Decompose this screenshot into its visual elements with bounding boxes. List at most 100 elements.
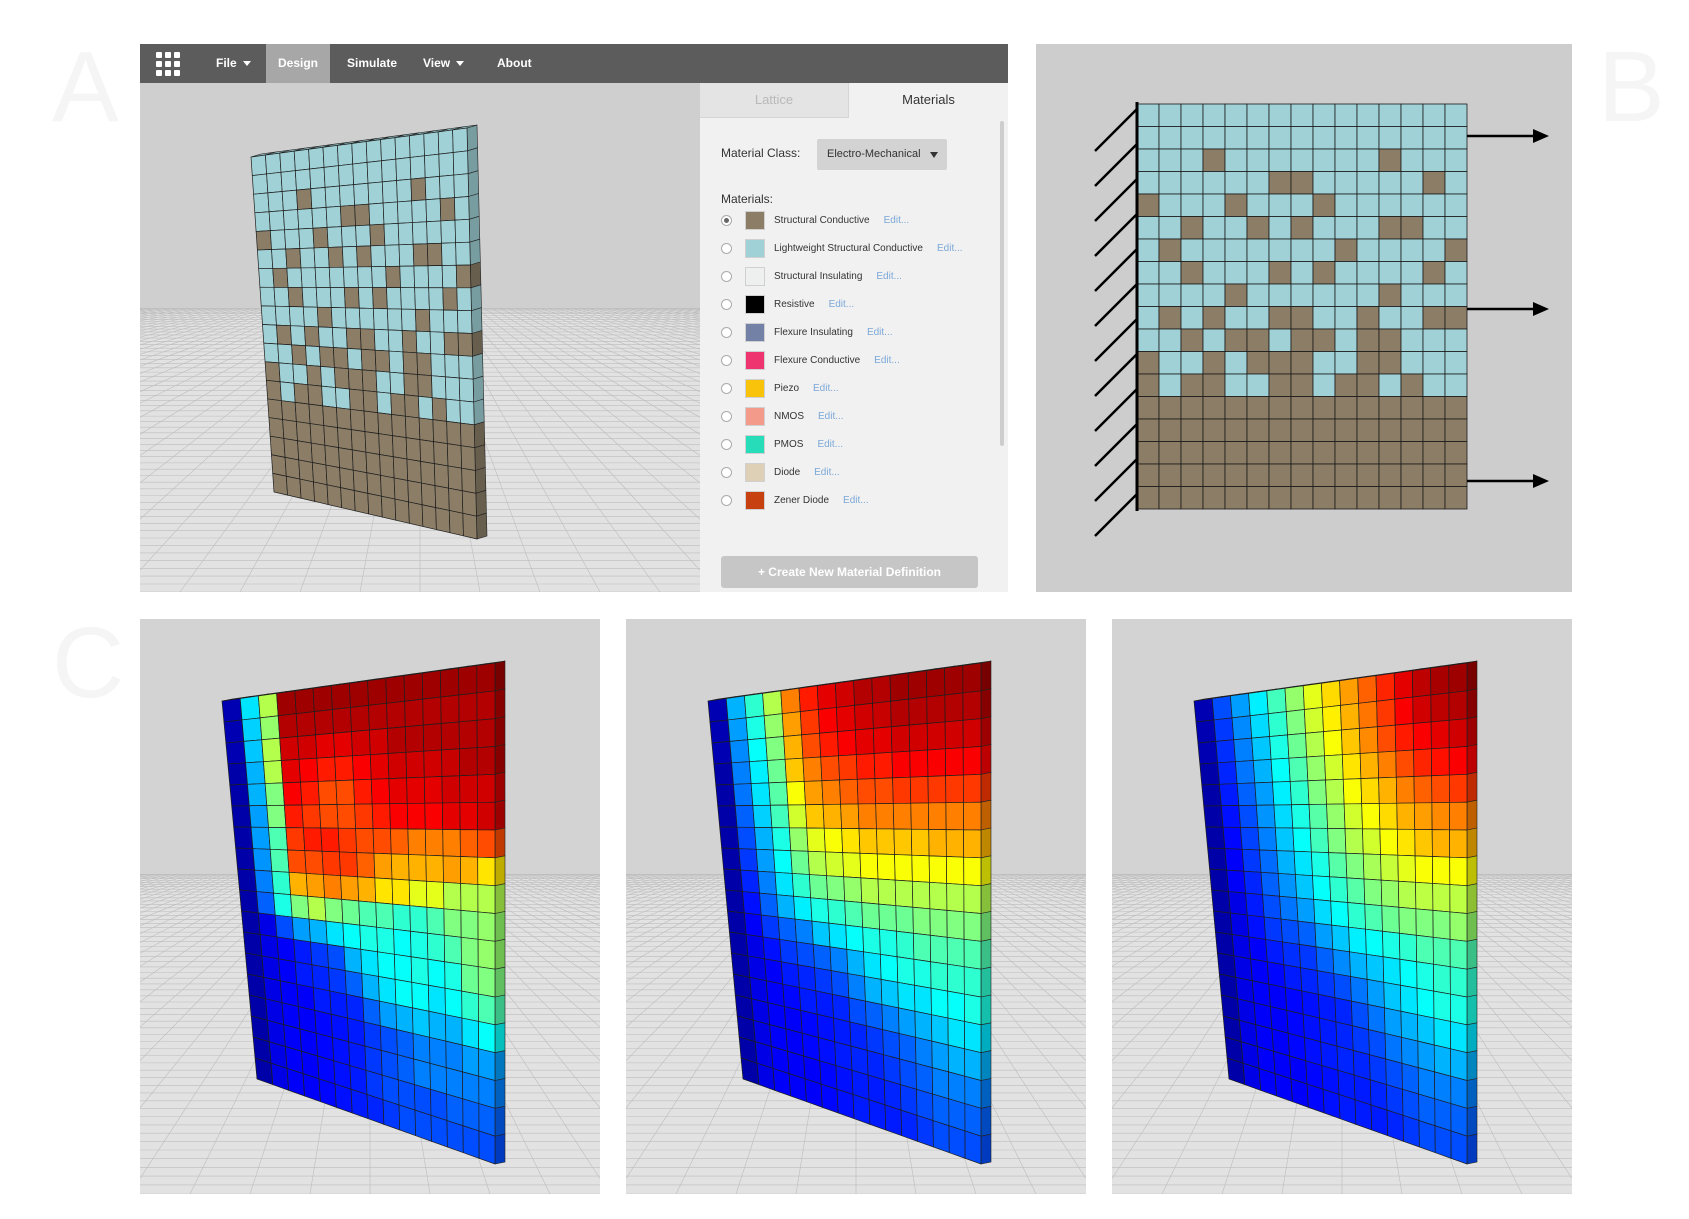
lattice-cell	[1307, 779, 1327, 805]
material-swatch[interactable]	[745, 239, 765, 258]
material-radio[interactable]	[721, 243, 732, 254]
lattice-cell	[427, 265, 444, 289]
menu-simulate[interactable]: Simulate	[347, 56, 398, 70]
menu-view[interactable]: View	[423, 44, 465, 83]
apps-grid-icon[interactable]	[156, 52, 180, 76]
3d-viewport[interactable]	[140, 83, 1008, 592]
lattice-cell	[1444, 171, 1468, 195]
material-edit-link[interactable]: Edit...	[817, 439, 844, 450]
lattice-cell	[1292, 827, 1312, 853]
lattice-cell	[1290, 193, 1314, 217]
material-class-select[interactable]: Electro-Mechanical	[817, 139, 947, 170]
lattice-cell	[287, 287, 304, 308]
tab-lattice[interactable]: Lattice	[700, 83, 849, 118]
lattice-cell	[412, 221, 428, 245]
slab-side-cell	[470, 284, 482, 312]
lattice-cell	[364, 431, 380, 455]
material-row[interactable]: Lightweight Structural Conductive Edit...	[721, 238, 991, 260]
create-material-button[interactable]: + Create New Material Definition	[721, 556, 978, 588]
material-edit-link[interactable]: Edit...	[814, 467, 840, 478]
lattice-cell	[335, 779, 355, 805]
material-swatch[interactable]	[745, 435, 765, 454]
lattice-cell	[1356, 283, 1380, 307]
lattice-cell	[397, 200, 413, 224]
material-swatch[interactable]	[745, 295, 765, 314]
lattice-3d-view[interactable]	[140, 83, 1008, 592]
menu-file[interactable]: File	[216, 44, 251, 83]
lattice-cell	[297, 734, 318, 760]
material-swatch[interactable]	[745, 267, 765, 286]
material-swatch[interactable]	[745, 323, 765, 342]
material-radio[interactable]	[721, 495, 732, 506]
lattice-cell	[430, 353, 446, 378]
material-row[interactable]: Flexure Conductive Edit...	[721, 350, 991, 372]
material-radio[interactable]	[721, 215, 732, 226]
material-radio[interactable]	[721, 271, 732, 282]
material-edit-link[interactable]: Edit...	[843, 495, 869, 506]
material-radio[interactable]	[721, 355, 732, 366]
lattice-cell	[382, 201, 399, 225]
lattice-cell	[476, 662, 496, 694]
lattice-cell	[378, 976, 397, 1005]
material-row[interactable]: Diode Edit...	[721, 462, 991, 484]
material-edit-link[interactable]: Edit...	[936, 243, 963, 254]
slab-side-cell	[1466, 1105, 1478, 1137]
lattice-cell	[317, 326, 334, 348]
material-radio[interactable]	[721, 383, 732, 394]
material-row[interactable]: Structural Insulating Edit...	[721, 266, 991, 288]
material-row[interactable]: NMOS Edit...	[721, 406, 991, 428]
panel-scrollbar[interactable]	[1000, 121, 1004, 446]
material-row[interactable]: Piezo Edit...	[721, 378, 991, 400]
lattice-cell	[1246, 126, 1270, 150]
tab-materials[interactable]: Materials	[902, 92, 955, 107]
material-row[interactable]: Flexure Insulating Edit...	[721, 322, 991, 344]
material-row[interactable]: Resistive Edit...	[721, 294, 991, 316]
lattice-cell	[1224, 463, 1248, 487]
lattice-cell	[421, 670, 442, 700]
lattice-cell	[1224, 848, 1245, 872]
material-edit-link[interactable]: Edit...	[883, 215, 910, 226]
lattice-cell	[742, 891, 762, 916]
material-edit-link[interactable]: Edit...	[828, 299, 855, 310]
material-edit-link[interactable]: Edit...	[874, 355, 900, 366]
material-row[interactable]: Structural Conductive Edit...	[721, 210, 991, 232]
material-radio[interactable]	[721, 467, 732, 478]
lattice-cell	[443, 309, 459, 334]
material-radio[interactable]	[721, 439, 732, 450]
lattice-cell	[1236, 782, 1257, 806]
lattice-cell	[321, 385, 337, 408]
material-radio[interactable]	[721, 299, 732, 310]
lattice-cell	[1246, 418, 1270, 442]
slab-side-cell	[980, 1105, 992, 1137]
material-edit-link[interactable]: Edit...	[866, 327, 893, 338]
lattice-cell	[1356, 328, 1380, 352]
menu-about[interactable]: About	[497, 56, 532, 70]
lattice-cell	[460, 883, 479, 913]
lattice-cell	[390, 853, 410, 881]
material-radio[interactable]	[721, 327, 732, 338]
material-swatch[interactable]	[745, 211, 765, 230]
slab-side-cell	[980, 799, 992, 831]
lattice-cell	[476, 773, 496, 803]
lattice-cell	[242, 931, 263, 957]
material-swatch[interactable]	[745, 463, 765, 482]
lattice-cell	[1224, 216, 1248, 240]
material-radio[interactable]	[721, 411, 732, 422]
lattice-cell	[1448, 773, 1468, 803]
material-row[interactable]: PMOS Edit...	[721, 434, 991, 456]
material-swatch[interactable]	[745, 379, 765, 398]
lattice-cell	[260, 305, 277, 326]
material-edit-link[interactable]: Edit...	[813, 383, 839, 394]
lattice-cell	[733, 783, 754, 807]
material-edit-link[interactable]: Edit...	[818, 411, 844, 422]
material-swatch[interactable]	[745, 407, 765, 426]
material-row[interactable]: Zener Diode Edit...	[721, 490, 991, 512]
menu-design[interactable]: Design	[266, 44, 330, 83]
lattice-cell	[461, 467, 477, 494]
lattice-cell	[429, 309, 445, 333]
lattice-cell	[1394, 696, 1414, 726]
lattice-cell	[774, 871, 795, 897]
material-swatch[interactable]	[745, 491, 765, 510]
material-swatch[interactable]	[745, 351, 765, 370]
material-edit-link[interactable]: Edit...	[876, 271, 902, 282]
